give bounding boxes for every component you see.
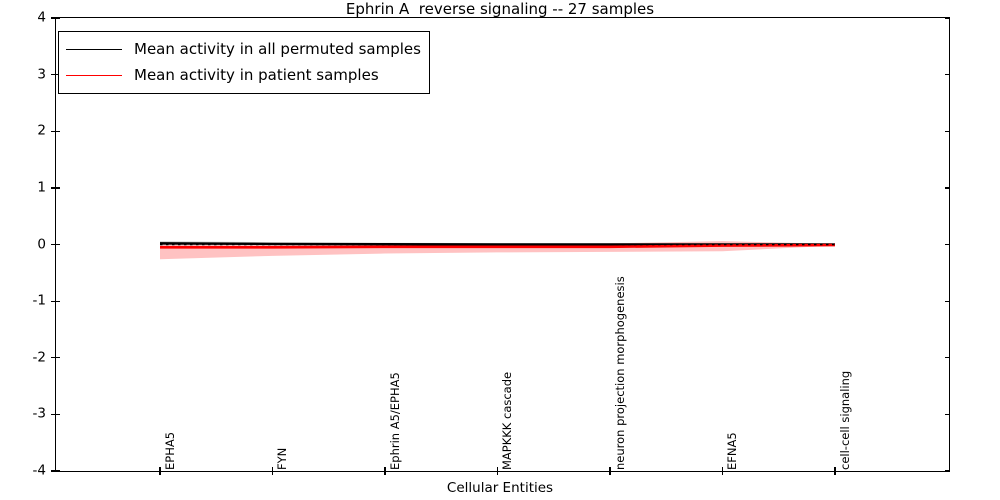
y-tick-mark — [51, 470, 55, 472]
y-tick-label: 0 — [37, 236, 46, 252]
y-tick-mark — [51, 243, 55, 246]
y-tick-label: -4 — [32, 462, 46, 479]
y-tick-mark-right — [945, 470, 949, 472]
x-tick-label: cell-cell signaling — [837, 370, 852, 470]
chart-legend: Mean activity in all permuted samples Me… — [58, 31, 430, 94]
y-tick-mark-right — [945, 74, 949, 76]
legend-line-black-icon — [66, 48, 122, 50]
legend-label-permuted: Mean activity in all permuted samples — [134, 39, 421, 58]
patient-mean-line — [160, 243, 836, 249]
x-tick-mark — [834, 471, 836, 475]
x-tick-label: EFNA5 — [725, 432, 739, 470]
chart-plot-svg — [159, 241, 836, 260]
legend-label-patient: Mean activity in patient samples — [134, 65, 379, 84]
x-tick-label: neuron projection morphogenesis — [612, 276, 627, 470]
x-tick-mark-inner — [496, 467, 499, 471]
y-tick-mark-right — [945, 187, 949, 189]
legend-line-red-icon — [66, 74, 122, 76]
y-tick-mark-inner — [56, 300, 60, 302]
legend-item-permuted: Mean activity in all permuted samples — [66, 36, 421, 62]
y-tick-mark-inner — [56, 17, 60, 19]
x-tick-mark — [271, 471, 274, 475]
y-tick-label: 4 — [37, 9, 46, 26]
y-tick-label: -1 — [32, 292, 46, 309]
y-tick-mark-inner — [56, 470, 60, 472]
x-tick-mark-inner — [384, 467, 386, 471]
y-tick-mark — [51, 130, 55, 132]
y-tick-mark — [51, 300, 55, 302]
y-tick-mark — [51, 74, 55, 76]
chart-title: Ephrin A reverse signaling -- 27 samples — [345, 0, 655, 18]
x-tick-mark — [721, 471, 724, 475]
y-tick-mark-inner — [56, 243, 60, 246]
y-tick-label: -2 — [32, 349, 46, 366]
y-tick-mark-inner — [56, 413, 60, 416]
plot-clip — [56, 18, 949, 471]
y-tick-mark — [51, 187, 55, 189]
y-tick-mark — [51, 357, 55, 359]
x-axis-title: Cellular Entities — [446, 480, 554, 496]
y-tick-mark — [51, 413, 55, 416]
x-tick-mark-inner — [721, 467, 724, 471]
y-tick-mark-right — [945, 413, 949, 416]
x-tick-mark — [609, 471, 611, 475]
x-tick-mark — [159, 471, 161, 475]
x-tick-label: MAPKKK cascade — [500, 371, 514, 470]
y-tick-mark-right — [945, 357, 949, 359]
y-tick-mark-inner — [56, 357, 60, 359]
y-tick-mark-inner — [56, 187, 60, 189]
y-tick-label: -3 — [32, 405, 46, 422]
y-tick-mark-inner — [56, 130, 60, 132]
y-tick-mark-right — [945, 17, 949, 19]
y-tick-label: 2 — [37, 122, 46, 139]
x-tick-label: EPHA5 — [162, 431, 177, 470]
x-tick-mark-inner — [609, 467, 611, 471]
x-tick-mark — [384, 471, 386, 475]
y-tick-mark — [51, 17, 55, 19]
y-tick-mark-right — [945, 243, 949, 246]
y-tick-mark-right — [945, 300, 949, 302]
x-tick-mark — [496, 471, 499, 475]
x-tick-label: FYN — [275, 447, 289, 470]
x-tick-mark-inner — [271, 467, 274, 471]
x-tick-mark-inner — [159, 467, 161, 471]
y-tick-mark-right — [945, 130, 949, 132]
y-tick-label: 1 — [37, 179, 46, 196]
y-axis-labels: 4 3 2 1 0 -1 -2 -3 -4 — [0, 0, 55, 500]
legend-item-patient: Mean activity in patient samples — [66, 62, 421, 88]
y-tick-label: 3 — [37, 66, 46, 83]
x-tick-label: Ephrin A5/EPHA5 — [387, 372, 402, 470]
x-tick-mark-inner — [834, 467, 836, 471]
